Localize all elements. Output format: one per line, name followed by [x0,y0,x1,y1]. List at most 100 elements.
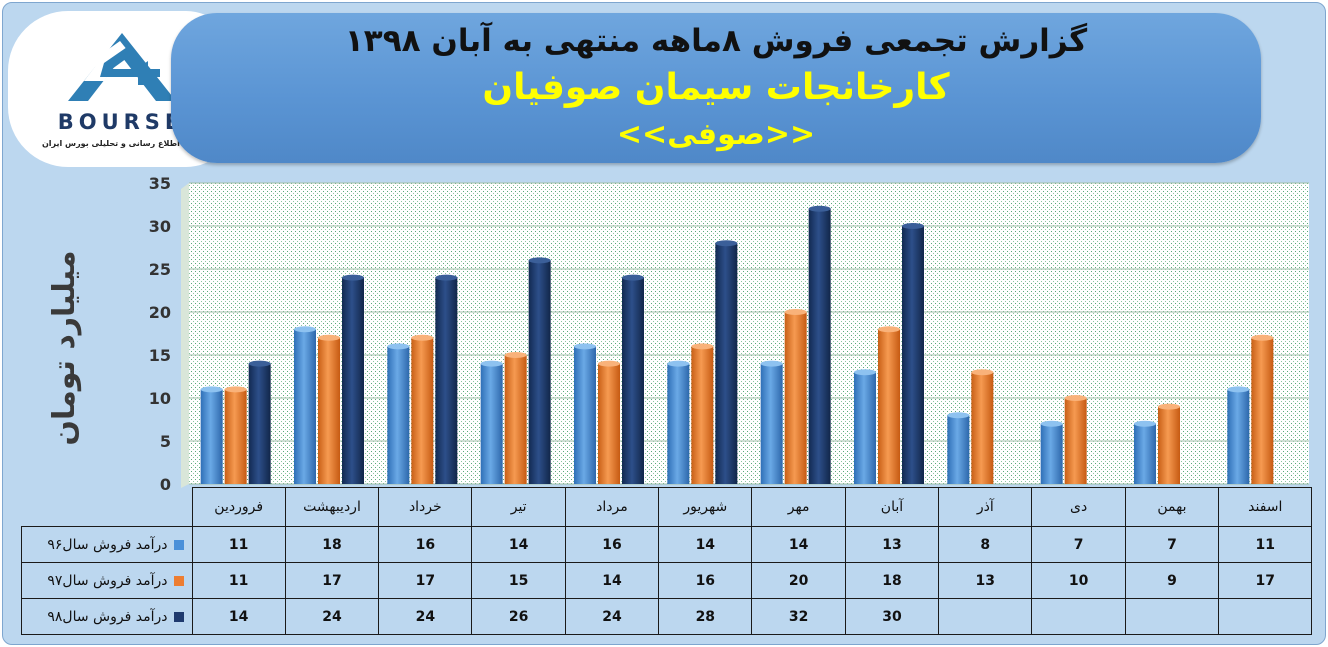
table-row: درآمد فروش سال۹۷ 11 17 17 15 14 16 20 18 13 10 9 17 [21,562,1313,599]
company-name: کارخانجات سیمان صوفیان [482,67,950,108]
bar-97 [318,334,340,484]
table-cell: 17 [284,562,380,599]
table-cell: 24 [378,598,473,635]
table-cell: 13 [844,526,940,563]
bar-97 [1158,403,1180,484]
data-table: فروردین اردیبهشت خرداد تیر مرداد شهریور مهر آبا… [21,487,1313,635]
bar-96 [760,360,783,484]
table-cell: 11 [191,526,286,563]
bar-97 [598,360,620,484]
bar-96 [854,369,876,484]
y-tick-label: 20 [149,303,171,322]
table-cell: 30 [844,598,940,635]
table-cell: 24 [284,598,380,635]
legend-key-icon [173,575,184,586]
bar-97 [1251,334,1274,484]
bar-97 [878,326,900,484]
bar-96 [294,326,316,484]
category-label: اردیبهشت [284,487,380,527]
table-cell [1031,598,1126,635]
bar-96 [387,343,410,484]
bar-98 [248,360,271,484]
table-corner [21,487,193,527]
table-cell [1218,598,1313,635]
table-cell: 11 [191,562,286,599]
logo-word: BOURSE [57,110,185,134]
table-cell: 11 [1218,526,1313,563]
table-cell: 13 [938,562,1033,599]
y-tick-label: 35 [149,174,171,193]
bar-97 [504,352,527,484]
bar-96 [947,412,970,484]
table-cell [1124,598,1220,635]
bar-97 [971,369,994,484]
category-label: شهریور [658,487,753,527]
table-category-row: فروردین اردیبهشت خرداد تیر مرداد شهریور مهر آبا… [21,487,1313,527]
table-cell: 7 [1124,526,1220,563]
table-cell: 32 [751,598,846,635]
legend-key-icon [173,539,184,550]
bar-96 [1227,386,1250,484]
table-cell: 24 [564,598,660,635]
bar-chart: 0 5 10 15 20 25 30 35 [149,174,1309,494]
bar-97 [691,343,714,484]
table-cell [938,598,1033,635]
category-label: مرداد [564,487,660,527]
plot-side-wall [181,183,189,488]
bar-97 [1064,395,1087,484]
logo-subtitle: پایگاه اطلاع رسانی و تحلیلی بورس ایران [41,139,205,148]
category-label: بهمن [1124,487,1220,527]
bar-96 [667,360,690,484]
bar-97 [784,309,807,484]
category-label: فروردین [191,487,286,527]
bar-98 [715,240,738,484]
bar-98 [622,274,644,484]
y-tick-label: 5 [160,432,171,451]
category-label: اسفند [1218,487,1313,527]
bar-96 [1134,420,1156,484]
title-banner: گزارش تجمعی فروش ۸ماهه منتهی به آبان ۱۳۹… [171,13,1261,163]
table-cell: 28 [658,598,753,635]
bar-98 [528,257,551,484]
series-label: درآمد فروش سال۹۶ [21,526,193,563]
table-cell: 14 [471,526,566,563]
table-cell: 17 [378,562,473,599]
table-cell: 16 [658,562,753,599]
bar-97 [224,386,247,484]
category-label: مهر [751,487,846,527]
series-label: درآمد فروش سال۹۸ [21,598,193,635]
table-cell: 14 [191,598,286,635]
plot-area [189,183,1309,484]
table-cell: 16 [564,526,660,563]
y-tick-label: 15 [149,346,171,365]
table-row: درآمد فروش سال۹۸ 14 24 24 26 24 28 32 30 [21,598,1313,635]
table-cell: 14 [658,526,753,563]
category-label: خرداد [378,487,473,527]
bar-96 [200,386,223,484]
table-cell: 18 [284,526,380,563]
bar-96 [480,360,503,484]
table-cell: 14 [751,526,846,563]
bar-96 [1040,420,1063,484]
legend-key-icon [173,611,184,622]
table-cell: 9 [1124,562,1220,599]
table-cell: 26 [471,598,566,635]
table-cell: 14 [564,562,660,599]
report-title: گزارش تجمعی فروش ۸ماهه منتهی به آبان ۱۳۹… [344,23,1088,59]
table-cell: 7 [1031,526,1126,563]
table-cell: 16 [378,526,473,563]
table-row: درآمد فروش سال۹۶ 11 18 16 14 16 14 14 13 8 7 7 11 [21,526,1313,563]
bar-98 [342,274,364,484]
y-tick-label: 25 [149,260,171,279]
table-cell: 20 [751,562,846,599]
table-cell: 17 [1218,562,1313,599]
table-cell: 15 [471,562,566,599]
bar-96 [574,343,596,484]
bar-98 [435,274,458,484]
bar-98 [808,205,831,485]
table-cell: 18 [844,562,940,599]
category-label: تیر [471,487,566,527]
y-tick-label: 10 [149,389,171,408]
y-axis-label: میلیارد تومان [47,250,82,446]
